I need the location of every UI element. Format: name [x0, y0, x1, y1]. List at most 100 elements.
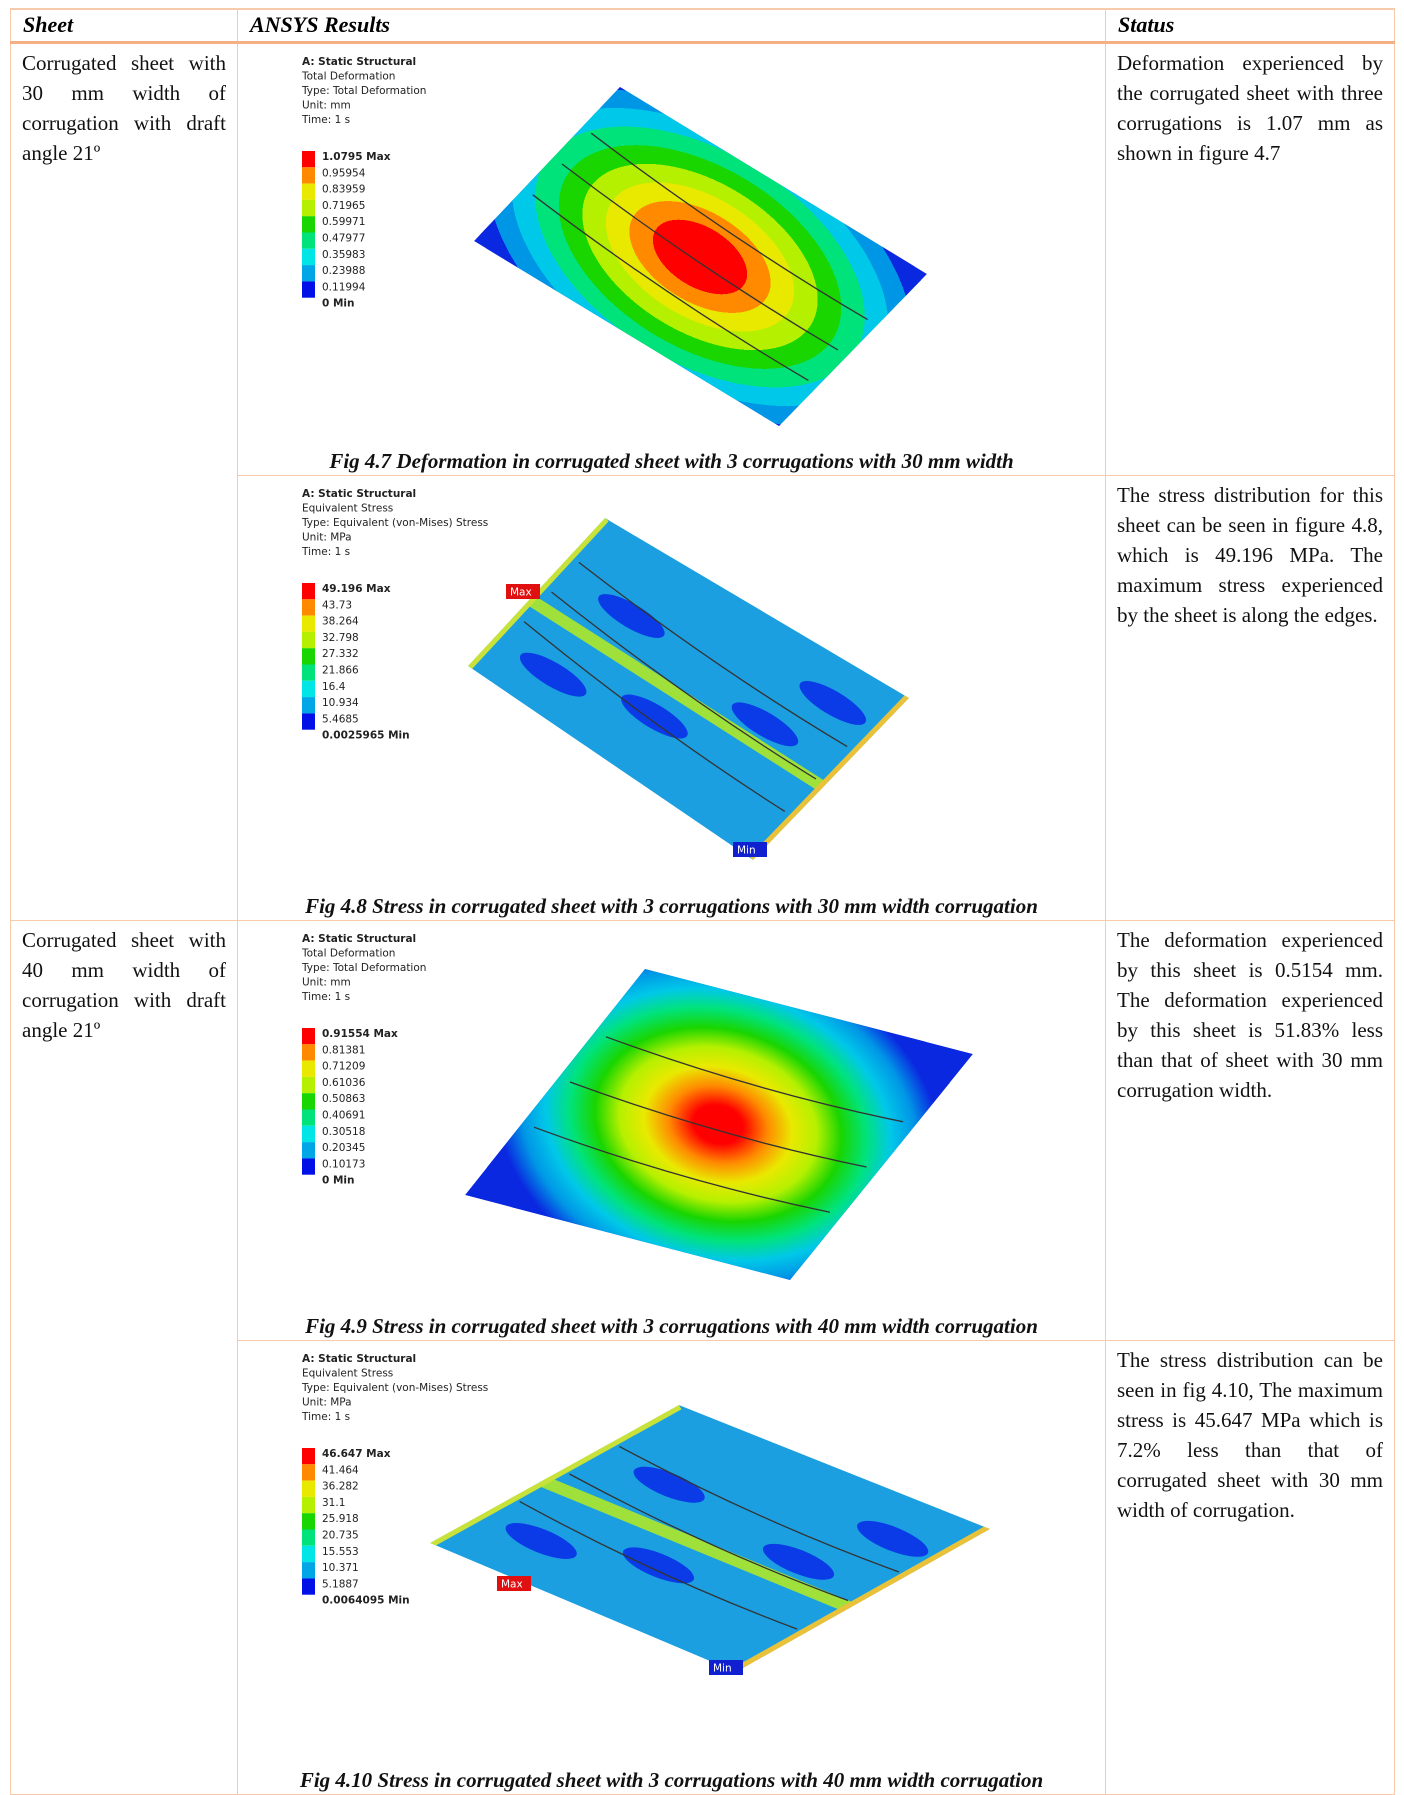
legend-value: 49.196 Max	[322, 583, 391, 595]
legend-band	[302, 697, 315, 713]
legend-band	[302, 583, 315, 599]
legend-band	[302, 1158, 315, 1174]
legend-line: A: Static Structural	[302, 933, 416, 945]
legend-band	[302, 1028, 315, 1044]
legend-band	[302, 1546, 315, 1562]
legend-band	[302, 1530, 315, 1546]
sheet-text: Corrugated sheet with 30 mm width of cor…	[11, 44, 237, 168]
caption: Fig 4.8 Stress in corrugated sheet with …	[238, 894, 1105, 918]
legend-band	[302, 1061, 315, 1077]
legend-value: 0.95954	[322, 167, 366, 179]
legend-band	[302, 1077, 315, 1093]
legend-line: Time: 1 s	[301, 546, 350, 558]
plate-group	[468, 518, 909, 860]
header-cell: Sheet	[11, 9, 238, 43]
legend-band	[302, 184, 315, 200]
legend-line: Type: Equivalent (von-Mises) Stress	[301, 517, 488, 529]
legend-band	[302, 1093, 315, 1109]
legend-value: 0.71209	[322, 1061, 365, 1073]
header-cell: ANSYS Results	[238, 9, 1106, 43]
legend-band	[302, 632, 315, 648]
status-text: The deformation experienced by this shee…	[1106, 921, 1394, 1105]
status-cell: The deformation experienced by this shee…	[1106, 921, 1395, 1341]
legend-band	[302, 616, 315, 632]
legend-value: 32.798	[322, 632, 359, 644]
legend-value: 20.735	[322, 1530, 359, 1542]
status-cell: The stress distribution can be seen in f…	[1106, 1341, 1395, 1795]
legend-line: Time: 1 s	[301, 114, 350, 126]
legend-value: 10.934	[322, 697, 359, 709]
legend-band	[302, 599, 315, 615]
legend-band	[302, 1513, 315, 1529]
legend-line: Unit: MPa	[302, 1397, 352, 1409]
legend-line: Unit: mm	[302, 100, 351, 112]
legend-band	[302, 151, 315, 167]
legend-band	[302, 281, 315, 297]
plate-group	[430, 1405, 990, 1672]
legend-value: 25.918	[322, 1513, 359, 1525]
legend-value: 0.47977	[322, 233, 365, 245]
legend-band	[302, 1578, 315, 1594]
legend-value: 0.61036	[322, 1077, 366, 1089]
legend-value: 0 Min	[322, 298, 354, 310]
legend-band	[302, 216, 315, 232]
figure: A: Static StructuralEquivalent StressTyp…	[238, 1341, 1105, 1794]
marker-label: Min	[737, 845, 756, 857]
legend-value: 38.264	[322, 616, 359, 628]
legend-line: A: Static Structural	[302, 56, 416, 68]
marker-label: Max	[501, 1579, 523, 1591]
legend-value: 0.35983	[322, 249, 365, 261]
legend-value: 41.464	[322, 1464, 359, 1476]
legend-value: 36.282	[322, 1481, 359, 1493]
legend-line: A: Static Structural	[302, 488, 416, 500]
legend-band	[302, 1142, 315, 1158]
legend-value: 0.91554 Max	[322, 1028, 398, 1040]
header-cell: Status	[1106, 9, 1395, 43]
legend-band	[302, 1110, 315, 1126]
legend-band	[302, 665, 315, 681]
sheet-cell: Corrugated sheet with 30 mm width of cor…	[11, 43, 238, 921]
status-text: The stress distribution can be seen in f…	[1106, 1341, 1394, 1525]
legend-line: Type: Total Deformation	[301, 85, 426, 97]
legend-line: Equivalent Stress	[302, 1368, 393, 1380]
legend-value: 27.332	[322, 648, 359, 660]
field	[400, 44, 1000, 441]
sheet-text: Corrugated sheet with 40 mm width of cor…	[11, 921, 237, 1045]
status-text: The stress distribution for this sheet c…	[1106, 476, 1394, 630]
row: Corrugated sheet with 30 mm width of cor…	[11, 43, 1395, 476]
plate-group	[400, 44, 1000, 441]
legend-value: 16.4	[322, 681, 346, 693]
legend-value: 0.30518	[322, 1126, 365, 1138]
ansys-plot: A: Static StructuralEquivalent StressTyp…	[238, 1341, 1104, 1760]
legend-line: Type: Equivalent (von-Mises) Stress	[301, 1382, 488, 1394]
table: SheetANSYS ResultsStatus Corrugated sheet…	[10, 8, 1395, 1795]
legend-value: 46.647 Max	[322, 1448, 391, 1460]
legend-value: 43.73	[322, 599, 352, 611]
plate	[468, 518, 909, 860]
marker-label: Max	[510, 587, 532, 599]
caption: Fig 4.7 Deformation in corrugated sheet …	[238, 449, 1105, 473]
legend-line: Time: 1 s	[301, 1411, 350, 1423]
legend-band	[302, 1497, 315, 1513]
legend-value: 0.81381	[322, 1044, 365, 1056]
result-cell: A: Static StructuralTotal DeformationTyp…	[238, 921, 1106, 1341]
caption: Fig 4.9 Stress in corrugated sheet with …	[238, 1314, 1105, 1338]
legend-band	[302, 249, 315, 265]
legend-value: 0.11994	[322, 281, 366, 293]
legend-band	[302, 200, 315, 216]
sheet-cell: Corrugated sheet with 40 mm width of cor…	[11, 921, 238, 1795]
legend-value: 1.0795 Max	[322, 151, 391, 163]
legend-line: Equivalent Stress	[302, 503, 393, 515]
legend-band	[302, 1481, 315, 1497]
marker-label: Min	[713, 1663, 732, 1675]
legend-value: 0 Min	[322, 1175, 354, 1187]
legend-band	[302, 1044, 315, 1060]
legend-band	[302, 167, 315, 183]
row: Corrugated sheet with 40 mm width of cor…	[11, 921, 1395, 1341]
legend-value: 21.866	[322, 665, 359, 677]
legend-value: 0.0064095 Min	[322, 1595, 410, 1607]
status-cell: Deformation experienced by the corrugate…	[1106, 43, 1395, 476]
